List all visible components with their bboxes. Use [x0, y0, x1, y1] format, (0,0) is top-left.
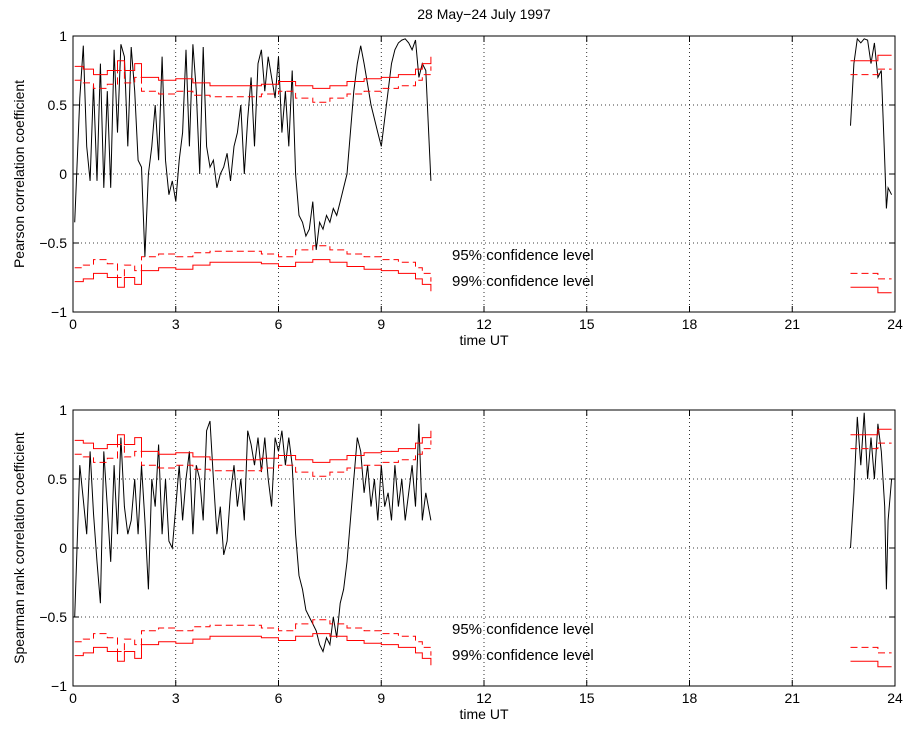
pearson-xtick-label: 9 — [377, 316, 385, 332]
spearman-axes-box — [72, 409, 896, 687]
pearson-confidence-99-line — [850, 54, 892, 62]
spearman-xtick-label: 9 — [377, 690, 385, 706]
pearson-ylabel: Pearson correlation coefficient — [11, 80, 27, 268]
pearson-confidence-95-line — [850, 272, 892, 280]
spearman-confidence-95-line — [850, 442, 892, 450]
pearson-ytick-label: 1 — [59, 28, 67, 44]
pearson-xtick-label: 12 — [476, 316, 492, 332]
pearson-ytick-label: 0.5 — [48, 97, 68, 113]
spearman-xtick-label: 3 — [172, 690, 180, 706]
spearman-xtick-label: 15 — [579, 690, 595, 706]
spearman-correlation-line — [74, 420, 432, 653]
pearson-xtick-label: 3 — [172, 316, 180, 332]
spearman-panel: 0 3 6 9 12 15 18 21 24 −1 −0.5 0 0.5 1 time UT Spearman… — [11, 402, 903, 722]
pearson-ytick-label: −1 — [51, 304, 67, 320]
spearman-confidence-99-line — [850, 428, 892, 436]
pearson-confidence-99-line — [74, 56, 432, 89]
spearman-ylabel: Spearman rank correlation coefficient — [11, 432, 27, 664]
spearman-xtick-label: 0 — [69, 690, 77, 706]
pearson-panel: 0 3 6 9 12 15 18 21 24 −1 −0.5 0 0.5 1 time UT Pearson … — [11, 28, 903, 348]
pearson-axes-box — [72, 35, 896, 313]
pearson-confidence-95-line — [850, 68, 892, 76]
spearman-ytick-label: −1 — [51, 678, 67, 694]
pearson-xlabel: time UT — [460, 332, 509, 348]
spearman-confidence-99-line — [74, 633, 432, 666]
spearman-xlabel: time UT — [460, 706, 509, 722]
pearson-xtick-label: 15 — [579, 316, 595, 332]
spearman-xtick-label: 6 — [275, 690, 283, 706]
pearson-correlation-line — [850, 37, 893, 209]
pearson-xtick-label: 18 — [682, 316, 698, 332]
pearson-ytick-label: 0 — [59, 166, 67, 182]
spearman-confidence-99-line — [850, 660, 892, 668]
spearman-confidence-95-line — [74, 619, 432, 656]
spearman-ytick-label: −0.5 — [39, 609, 67, 625]
spearman-confidence-99-line — [74, 430, 432, 463]
spearman-confidence-95-line — [74, 440, 432, 477]
spearman-ytick-label: 1 — [59, 402, 67, 418]
figure-title: 28 May−24 July 1997 — [417, 6, 551, 22]
spearman-xtick-label: 21 — [784, 690, 800, 706]
pearson-confidence-95-line — [74, 66, 432, 103]
pearson-confidence-99-line — [850, 286, 892, 294]
pearson-confidence-95-line — [74, 245, 432, 282]
spearman-ytick-label: 0.5 — [48, 471, 68, 487]
pearson-xtick-label: 21 — [784, 316, 800, 332]
spearman-xtick-label: 18 — [682, 690, 698, 706]
spearman-ytick-label: 0 — [59, 540, 67, 556]
spearman-xtick-label: 12 — [476, 690, 492, 706]
pearson-xtick-label: 24 — [887, 316, 903, 332]
pearson-xtick-label: 6 — [275, 316, 283, 332]
pearson-confidence-99-line — [74, 259, 432, 292]
spearman-correlation-line — [850, 412, 893, 590]
spearman-annotation-95: 95% confidence level — [452, 621, 594, 638]
pearson-ytick-label: −0.5 — [39, 235, 67, 251]
spearman-confidence-95-line — [850, 646, 892, 654]
pearson-annotation-95: 95% confidence level — [452, 247, 594, 264]
spearman-xtick-label: 24 — [887, 690, 903, 706]
spearman-annotation-99: 99% confidence level — [452, 647, 594, 664]
pearson-correlation-line — [74, 38, 432, 257]
pearson-annotation-99: 99% confidence level — [452, 273, 594, 290]
pearson-xtick-label: 0 — [69, 316, 77, 332]
